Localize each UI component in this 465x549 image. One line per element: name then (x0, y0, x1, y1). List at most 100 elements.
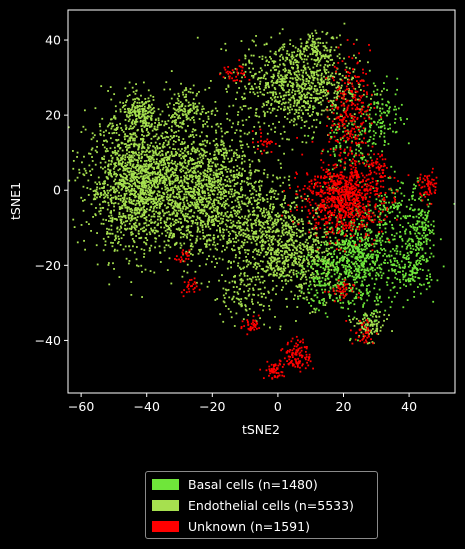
scatter-point (215, 169, 218, 172)
scatter-point (185, 115, 188, 118)
scatter-point (168, 126, 171, 129)
scatter-point (305, 120, 308, 123)
scatter-point (125, 128, 127, 131)
scatter-point (165, 154, 167, 156)
scatter-point (214, 101, 217, 103)
scatter-point (285, 77, 288, 79)
scatter-point (143, 180, 146, 183)
scatter-point (328, 78, 331, 81)
scatter-point (320, 78, 323, 81)
scatter-point (232, 155, 235, 158)
scatter-point (110, 160, 113, 163)
scatter-point (260, 292, 263, 295)
scatter-point (307, 112, 310, 115)
scatter-point (157, 165, 160, 168)
scatter-point (210, 198, 212, 201)
scatter-point (257, 158, 260, 161)
scatter-point (205, 244, 208, 247)
scatter-point (128, 260, 131, 262)
scatter-point (152, 200, 155, 203)
scatter-point (157, 230, 159, 233)
scatter-point (196, 221, 199, 224)
scatter-point (263, 89, 266, 91)
scatter-point (259, 260, 262, 263)
scatter-point (125, 177, 128, 179)
scatter-point (291, 108, 293, 111)
scatter-point (198, 90, 200, 93)
scatter-point (333, 62, 335, 64)
scatter-point (287, 215, 290, 218)
scatter-point (254, 264, 257, 267)
scatter-point (164, 120, 167, 123)
scatter-point (147, 196, 150, 199)
scatter-point (168, 227, 171, 230)
scatter-point (246, 181, 248, 184)
scatter-point (249, 213, 252, 216)
scatter-point (223, 229, 225, 231)
scatter-point (255, 115, 258, 118)
scatter-point (108, 228, 110, 231)
scatter-point (283, 45, 286, 48)
scatter-point (134, 221, 137, 224)
scatter-point (141, 200, 143, 203)
scatter-point (111, 187, 114, 190)
scatter-point (239, 217, 242, 220)
scatter-point (107, 201, 110, 204)
scatter-point (184, 113, 187, 116)
scatter-point (376, 329, 378, 331)
scatter-point (257, 181, 260, 183)
scatter-point (119, 198, 122, 200)
scatter-point (87, 194, 90, 196)
scatter-point (201, 224, 204, 227)
scatter-point (194, 167, 197, 170)
scatter-point (187, 190, 189, 193)
scatter-point (144, 164, 147, 166)
scatter-point (177, 99, 180, 102)
scatter-point (236, 165, 239, 167)
scatter-point (213, 184, 216, 187)
scatter-point (242, 124, 245, 126)
scatter-point (171, 155, 174, 157)
scatter-point (368, 320, 371, 322)
scatter-point (130, 231, 132, 234)
scatter-point (159, 154, 162, 157)
scatter-point (121, 201, 124, 203)
scatter-point (299, 272, 302, 275)
scatter-point (298, 99, 301, 102)
scatter-point (219, 217, 222, 220)
scatter-point (254, 114, 257, 117)
scatter-point (222, 197, 225, 200)
scatter-point (320, 103, 323, 106)
scatter-point (272, 203, 275, 206)
scatter-point (158, 176, 161, 179)
scatter-point (311, 45, 314, 48)
scatter-point (269, 215, 272, 218)
scatter-point (294, 259, 296, 262)
scatter-point (283, 209, 286, 212)
scatter-point (84, 248, 87, 251)
scatter-point (76, 176, 79, 179)
scatter-point (216, 110, 219, 112)
scatter-point (339, 89, 341, 92)
scatter-point (261, 93, 264, 96)
scatter-point (126, 182, 129, 185)
scatter-point (290, 269, 293, 272)
scatter-point (295, 55, 298, 57)
scatter-point (274, 81, 277, 84)
scatter-point (253, 214, 256, 216)
scatter-point (206, 200, 208, 203)
scatter-point (296, 99, 299, 102)
scatter-point (99, 125, 101, 128)
scatter-point (265, 253, 268, 256)
scatter-point (125, 178, 128, 181)
scatter-point (238, 231, 241, 233)
scatter-point (183, 161, 186, 163)
scatter-point (134, 92, 137, 95)
scatter-point (346, 78, 349, 81)
scatter-point (340, 87, 342, 89)
scatter-point (199, 230, 201, 233)
scatter-point (240, 189, 242, 192)
scatter-point (135, 212, 138, 215)
scatter-point (130, 211, 133, 214)
scatter-point (232, 209, 235, 212)
